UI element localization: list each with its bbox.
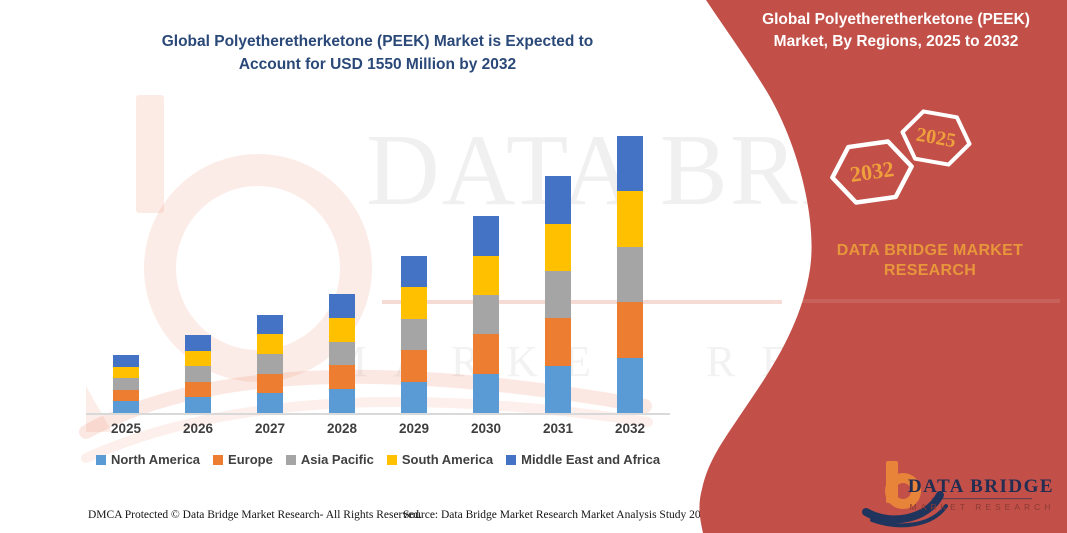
x-axis-label: 2032 — [614, 421, 646, 436]
watermark-ghost-line — [770, 299, 1060, 303]
bar-segment-middle-east-and-africa — [329, 294, 355, 318]
bar-segment-asia-pacific — [545, 270, 571, 319]
legend-item-middle-east-and-africa: Middle East and Africa — [506, 452, 660, 467]
bar-segment-asia-pacific — [401, 318, 427, 351]
x-axis-label: 2030 — [470, 421, 502, 436]
bar-segment-middle-east-and-africa — [617, 136, 643, 192]
bar-segment-north-america — [401, 381, 427, 413]
bar-segment-asia-pacific — [329, 341, 355, 366]
bar-segment-north-america — [473, 373, 499, 413]
bar-segment-south-america — [257, 334, 283, 355]
bar-segment-south-america — [185, 350, 211, 367]
legend-label: Europe — [228, 452, 273, 467]
bar-segment-asia-pacific — [185, 366, 211, 382]
bar-segment-europe — [257, 373, 283, 394]
bar-segment-north-america — [257, 393, 283, 413]
bar-segment-asia-pacific — [113, 378, 139, 390]
bar-segment-north-america — [545, 365, 571, 413]
legend-swatch-icon — [95, 454, 106, 465]
chart-title-line2: Account for USD 1550 Million by 2032 — [238, 56, 517, 73]
bar-segment-europe — [545, 318, 571, 366]
bar-segment-europe — [185, 381, 211, 398]
dmca-notice: DMCA Protected © Data Bridge Market Rese… — [88, 509, 422, 521]
bar-segment-asia-pacific — [617, 246, 643, 303]
chart-title: Global Polyetheretherketone (PEEK) Marke… — [95, 30, 660, 76]
bar-segment-north-america — [185, 397, 211, 413]
legend-label: South America — [401, 452, 494, 467]
panel-brand-line2: RESEARCH — [883, 262, 977, 279]
bar-segment-north-america — [617, 357, 643, 413]
hexagon-2032: 2032 — [830, 139, 914, 205]
bar-segment-asia-pacific — [473, 295, 499, 335]
panel-title-line1: Global Polyetheretherketone (PEEK) — [762, 11, 1030, 28]
bar-segment-south-america — [473, 255, 499, 296]
panel-brand-text: DATA BRIDGE MARKET RESEARCH — [810, 241, 1050, 281]
bar-segment-middle-east-and-africa — [473, 216, 499, 256]
legend-item-europe: Europe — [213, 452, 273, 467]
logo-subtitle: MARKET RESEARCH — [910, 502, 1055, 512]
bar-segment-europe — [329, 365, 355, 390]
bar-segment-europe — [113, 389, 139, 402]
bar-segment-asia-pacific — [257, 354, 283, 374]
legend-label: Asia Pacific — [300, 452, 374, 467]
bar-segment-middle-east-and-africa — [545, 176, 571, 224]
panel-title: Global Polyetheretherketone (PEEK) Marke… — [738, 9, 1054, 53]
x-axis-line — [86, 413, 670, 415]
bar-segment-south-america — [401, 287, 427, 319]
logo-name: DATA BRIDGE — [908, 476, 1054, 497]
bar-segment-middle-east-and-africa — [113, 354, 139, 367]
bar-segment-middle-east-and-africa — [401, 255, 427, 288]
legend-swatch-icon — [386, 454, 397, 465]
legend-item-asia-pacific: Asia Pacific — [285, 452, 374, 467]
legend-item-north-america: North America — [95, 452, 201, 467]
legend-swatch-icon — [506, 454, 517, 465]
bar-segment-south-america — [545, 223, 571, 271]
bar-segment-south-america — [617, 191, 643, 247]
bar-segment-middle-east-and-africa — [185, 335, 211, 351]
watermark-underline — [382, 300, 782, 304]
side-panel-shape — [699, 0, 1067, 533]
source-notice: Source: Data Bridge Market Research Mark… — [403, 509, 713, 521]
legend-label: North America — [110, 452, 201, 467]
x-axis-label: 2026 — [182, 421, 214, 436]
x-axis-label: 2028 — [326, 421, 358, 436]
databridge-logo-icon: DATA BRIDGE MARKET RESEARCH — [862, 461, 1055, 528]
legend-swatch-icon — [285, 454, 296, 465]
x-axis-label: 2027 — [254, 421, 286, 436]
bar-segment-south-america — [113, 366, 139, 379]
bar-segment-europe — [617, 302, 643, 358]
bar-segment-north-america — [329, 389, 355, 413]
legend-swatch-icon — [213, 454, 224, 465]
x-axis-label: 2025 — [110, 421, 142, 436]
x-axis-label: 2031 — [542, 421, 574, 436]
panel-title-line2: Market, By Regions, 2025 to 2032 — [773, 33, 1019, 50]
x-axis-label: 2029 — [398, 421, 430, 436]
chart-legend: North America Europe Asia Pacific South Ame… — [88, 452, 668, 467]
chart-title-line1: Global Polyetheretherketone (PEEK) Marke… — [161, 33, 594, 50]
bar-segment-europe — [473, 334, 499, 374]
bar-segment-south-america — [329, 317, 355, 342]
bar-segment-middle-east-and-africa — [257, 314, 283, 335]
legend-label: Middle East and Africa — [521, 452, 661, 467]
hexagon-2032-label: 2032 — [848, 156, 895, 187]
bar-segment-north-america — [113, 401, 139, 413]
legend-item-south-america: South America — [386, 452, 494, 467]
panel-brand-line1: DATA BRIDGE MARKET — [836, 242, 1024, 259]
bar-segment-europe — [401, 350, 427, 382]
